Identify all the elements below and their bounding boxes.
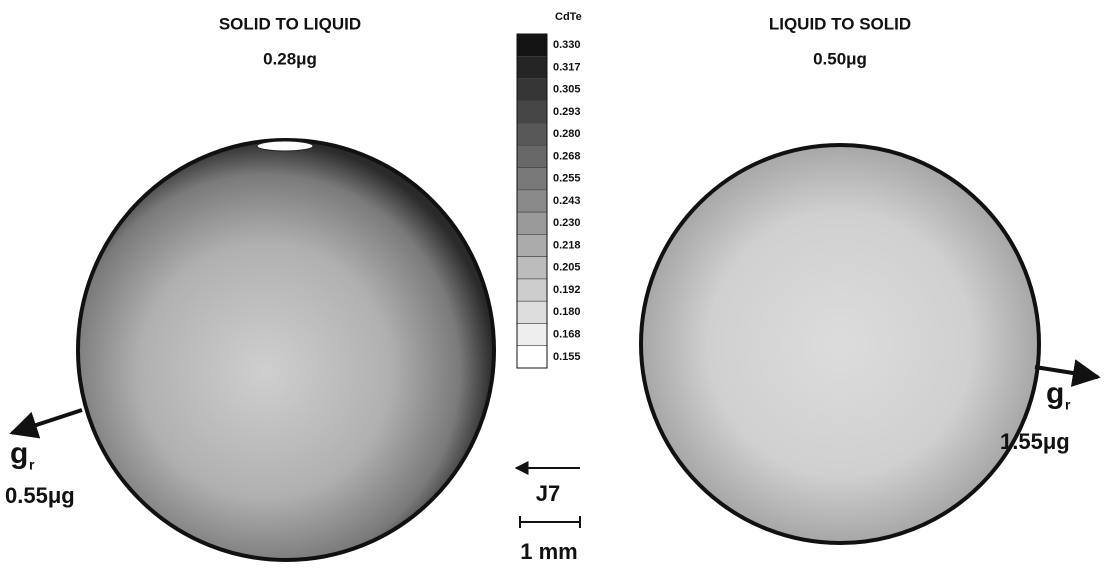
colorbar-label: 0.155 [553,351,581,363]
vector-magnitude: 0.55μg [5,483,75,508]
colorbar-label: 0.280 [553,128,581,140]
colorbar-label: 0.168 [553,329,581,341]
colorbar-label: 0.218 [553,239,581,251]
colorbar-segment [517,123,547,145]
bubble [257,141,313,151]
colorbar-label: 0.305 [553,84,581,96]
scale-bar [520,516,580,528]
vector-magnitude: 1.55μg [1000,429,1070,454]
colorbar-label: 0.230 [553,217,581,229]
colorbar-segment [517,346,547,368]
vector-label: g [10,437,28,470]
colorbar-segment [517,234,547,256]
colorbar-segment [517,257,547,279]
gravity-arrow [12,410,82,433]
colorbar-segment [517,190,547,212]
concentration-map [78,140,494,560]
colorbar-label: 0.293 [553,106,581,118]
page: { "left_panel": {"title": "SOLID TO LIQU… [0,0,1106,571]
vector-label: g [1046,377,1064,410]
vector-subscript: r [29,457,35,473]
colorbar-label: 0.255 [553,173,581,185]
colorbar-segment [517,168,547,190]
colorbar-label: 0.317 [553,61,581,73]
colorbar: 0.330 0.317 0.305 0.293 0.280 0.268 0.255 0.243… [517,34,581,368]
colorbar-segment [517,34,547,56]
colorbar-segment [517,279,547,301]
colorbar-label: 0.180 [553,306,581,318]
colorbar-segment [517,101,547,123]
colorbar-label: 0.192 [553,284,581,296]
scale-label: 1 mm [520,539,577,564]
figure: SOLID TO LIQUID 0.28μg g r 0.55μg LIQUID… [0,0,1106,571]
colorbar-segment [517,145,547,167]
colorbar-segment [517,301,547,323]
panel-gravity: 0.28μg [263,49,317,68]
colorbar-segment [517,56,547,78]
panel-gravity: 0.50μg [813,49,867,68]
panel-title: SOLID TO LIQUID [219,14,361,33]
arrow-label: J7 [536,481,560,506]
colorbar-label: 0.243 [553,195,581,207]
vector-subscript: r [1065,397,1071,413]
colorbar-title: CdTe [555,11,582,23]
colorbar-label: 0.268 [553,150,581,162]
colorbar-segment [517,212,547,234]
colorbar-segment [517,323,547,345]
panel-title: LIQUID TO SOLID [769,14,911,33]
colorbar-label: 0.330 [553,39,581,51]
gravity-arrow [1035,367,1098,377]
colorbar-label: 0.205 [553,262,581,274]
colorbar-segment [517,79,547,101]
concentration-map [641,145,1039,543]
